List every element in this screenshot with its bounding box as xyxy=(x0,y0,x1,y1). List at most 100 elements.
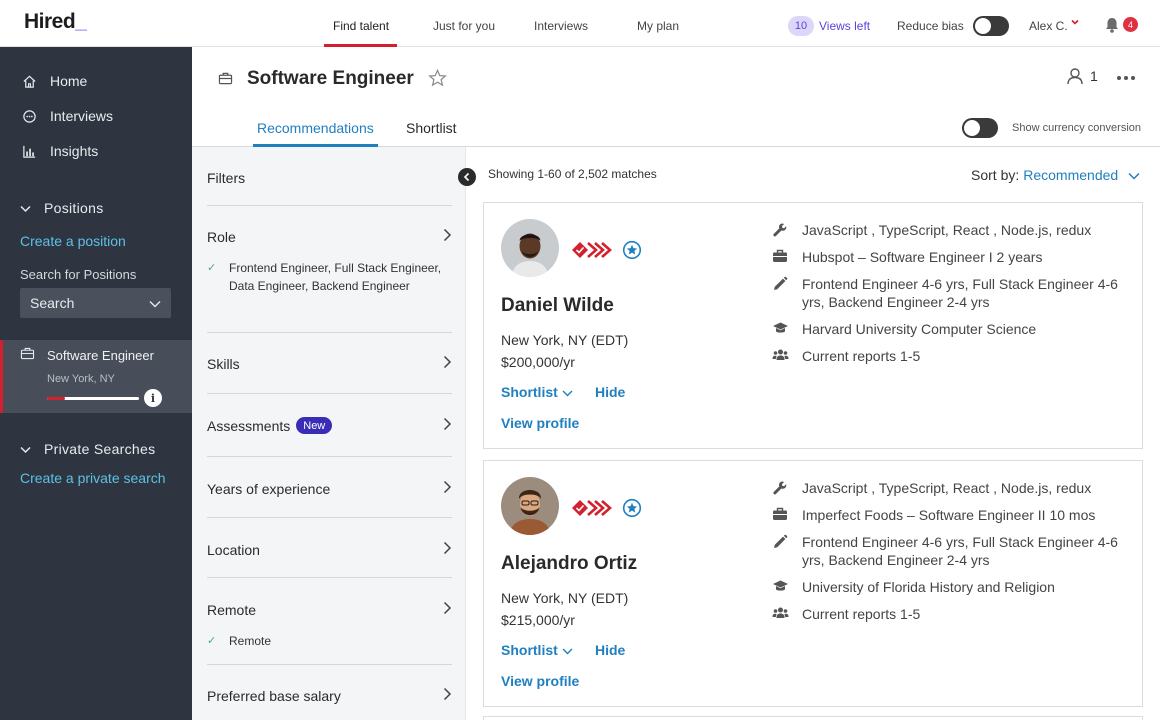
wrench-icon xyxy=(772,221,802,239)
user-icon[interactable] xyxy=(1066,67,1084,90)
nav-my-plan[interactable]: My plan xyxy=(637,19,680,33)
notification-count-badge: 4 xyxy=(1123,17,1138,32)
filter-years-of-experience[interactable]: Years of experience xyxy=(207,456,452,517)
reduce-bias-toggle[interactable] xyxy=(973,16,1009,36)
shortlist-button[interactable]: Shortlist xyxy=(501,642,573,658)
filter-label: Role xyxy=(207,228,236,245)
bell-icon[interactable] xyxy=(1104,16,1120,34)
chevron-down-icon xyxy=(20,441,31,457)
hired-logo[interactable]: Hired_ xyxy=(24,10,87,33)
candidate-card[interactable]: Alejandro Ortiz New York, NY (EDT) $215,… xyxy=(483,460,1143,707)
new-badge: New xyxy=(296,417,333,434)
filter-assessments[interactable]: Assessments New xyxy=(207,393,452,456)
tab-shortlist[interactable]: Shortlist xyxy=(406,120,457,136)
sort-label: Sort by: xyxy=(971,167,1020,183)
check-icon: ✓ xyxy=(207,635,217,647)
chevron-right-icon xyxy=(442,355,452,372)
team-icon xyxy=(772,605,802,623)
member-count: 1 xyxy=(1090,68,1098,84)
verified-chevron-icon xyxy=(572,242,612,258)
position-header: Software Engineer 1 Recommendations Shor… xyxy=(192,47,1160,147)
collapse-filters-button[interactable] xyxy=(458,168,476,186)
filter-label: Remote xyxy=(207,601,257,618)
candidate-card[interactable]: Daniel Wilde New York, NY (EDT) $200,000… xyxy=(483,202,1143,449)
candidate-location: New York, NY (EDT) xyxy=(501,332,629,348)
candidate-card[interactable] xyxy=(483,716,1143,720)
private-searches-toggle[interactable]: Private Searches xyxy=(20,441,155,457)
tab-recommendations[interactable]: Recommendations xyxy=(257,120,374,136)
currency-conversion-toggle[interactable] xyxy=(962,118,998,138)
hide-button[interactable]: Hide xyxy=(595,384,626,400)
star-icon[interactable] xyxy=(428,68,447,93)
detail-roles: Frontend Engineer 4-6 yrs, Full Stack En… xyxy=(772,275,1132,311)
candidate-details: JavaScript , TypeScript, React , Node.js… xyxy=(772,479,1132,632)
candidate-salary: $215,000/yr xyxy=(501,612,575,628)
chevron-right-icon xyxy=(442,687,452,704)
candidate-name[interactable]: Alejandro Ortiz xyxy=(501,553,638,574)
filters-heading: Filters xyxy=(207,170,246,186)
page-title: Software Engineer xyxy=(247,68,414,89)
filter-selection: ✓ Frontend Engineer, Full Stack Engineer… xyxy=(207,261,442,293)
create-position-link[interactable]: Create a position xyxy=(20,233,126,249)
sidebar-item-software-engineer[interactable]: Software Engineer New York, NY i xyxy=(0,340,192,413)
detail-reports: Current reports 1-5 xyxy=(772,605,1132,623)
filter-skills[interactable]: Skills xyxy=(207,332,452,393)
chevron-down-icon xyxy=(20,200,31,216)
chevron-right-icon xyxy=(442,480,452,497)
shortlist-button[interactable]: Shortlist xyxy=(501,384,573,400)
filter-role[interactable]: Role ✓ Frontend Engineer, Full Stack Eng… xyxy=(207,205,452,332)
position-search-select[interactable]: Search xyxy=(20,288,171,318)
filters-panel: Filters Role ✓ Frontend Engineer, Full S… xyxy=(192,147,466,720)
chevron-down-icon[interactable] xyxy=(1070,17,1080,30)
filter-preferred-base-salary[interactable]: Preferred base salary xyxy=(207,664,452,720)
verified-chevron-icon xyxy=(572,500,612,516)
views-count: 10 xyxy=(788,16,814,36)
chevron-down-icon xyxy=(1128,167,1140,183)
pencil-icon xyxy=(772,533,802,569)
view-profile-link[interactable]: View profile xyxy=(501,415,580,431)
hide-button[interactable]: Hide xyxy=(595,642,626,658)
detail-skills: JavaScript , TypeScript, React , Node.js… xyxy=(772,479,1132,497)
graduation-cap-icon xyxy=(772,320,802,338)
detail-education: University of Florida History and Religi… xyxy=(772,578,1132,596)
sidebar-item-home[interactable]: Home xyxy=(20,72,87,90)
more-options-icon[interactable] xyxy=(1116,65,1136,86)
toggle-knob xyxy=(975,18,991,34)
candidate-avatar[interactable] xyxy=(501,477,559,535)
user-menu[interactable]: Alex C. xyxy=(1029,19,1068,33)
filter-remote[interactable]: Remote ✓ Remote xyxy=(207,577,452,664)
filter-label: Skills xyxy=(207,355,240,372)
sidebar-item-interviews[interactable]: Interviews xyxy=(20,107,113,125)
filter-label: Location xyxy=(207,541,260,558)
views-left-badge[interactable]: 10 Views left xyxy=(788,15,870,37)
nav-interviews[interactable]: Interviews xyxy=(534,19,589,33)
nav-just-for-you[interactable]: Just for you xyxy=(433,19,496,33)
info-icon[interactable]: i xyxy=(144,389,162,407)
briefcase-icon xyxy=(772,248,802,266)
sidebar-item-insights[interactable]: Insights xyxy=(20,142,98,160)
candidate-name[interactable]: Daniel Wilde xyxy=(501,295,614,316)
active-nav-indicator xyxy=(324,44,397,47)
filter-location[interactable]: Location xyxy=(207,517,452,577)
star-badge-icon xyxy=(622,240,642,260)
nav-find-talent[interactable]: Find talent xyxy=(333,19,390,33)
toggle-knob xyxy=(964,120,980,136)
check-icon: ✓ xyxy=(207,262,217,274)
filter-label: Years of experience xyxy=(207,480,331,497)
view-profile-link[interactable]: View profile xyxy=(501,673,580,689)
positions-section-toggle[interactable]: Positions xyxy=(20,200,104,216)
detail-skills: JavaScript , TypeScript, React , Node.js… xyxy=(772,221,1132,239)
progress-fill xyxy=(47,397,66,400)
create-private-search-link[interactable]: Create a private search xyxy=(20,470,166,486)
candidate-avatar[interactable] xyxy=(501,219,559,277)
detail-experience: Imperfect Foods – Software Engineer II 1… xyxy=(772,506,1132,524)
bar-chart-icon xyxy=(20,142,38,160)
sort-dropdown[interactable]: Sort by: Recommended xyxy=(971,167,1140,183)
detail-roles: Frontend Engineer 4-6 yrs, Full Stack En… xyxy=(772,533,1132,569)
chevron-down-icon xyxy=(562,642,573,658)
candidate-location: New York, NY (EDT) xyxy=(501,590,629,606)
sort-value: Recommended xyxy=(1023,167,1119,183)
graduation-cap-icon xyxy=(772,578,802,596)
left-sidebar: Home Interviews Insights Positions Creat… xyxy=(0,47,192,720)
candidate-salary: $200,000/yr xyxy=(501,354,575,370)
